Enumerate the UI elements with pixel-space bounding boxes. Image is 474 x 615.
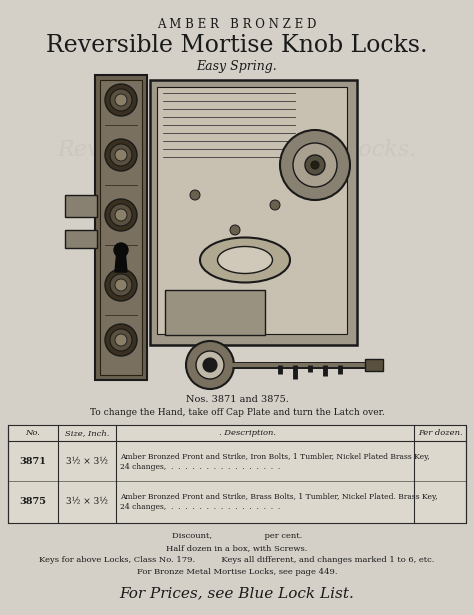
Bar <box>157 87 347 334</box>
Circle shape <box>110 89 132 111</box>
Circle shape <box>270 200 280 210</box>
Text: Easy Spring.: Easy Spring. <box>197 60 277 73</box>
Text: Per dozen.: Per dozen. <box>418 429 462 437</box>
Ellipse shape <box>200 237 290 282</box>
Polygon shape <box>115 250 127 272</box>
Text: Reversible Mortise Knob Locks.: Reversible Mortise Knob Locks. <box>57 139 417 161</box>
Bar <box>365 359 383 371</box>
Circle shape <box>293 143 337 187</box>
Bar <box>165 290 265 335</box>
Circle shape <box>115 149 127 161</box>
Text: Amber Bronzed Front and Strike, Iron Bolts, 1 Tumbler, Nickel Plated Brass Key,: Amber Bronzed Front and Strike, Iron Bol… <box>120 453 430 461</box>
Text: 3875: 3875 <box>19 496 46 506</box>
Circle shape <box>190 190 200 200</box>
Circle shape <box>196 351 224 379</box>
Text: For Prices, see Blue Lock List.: For Prices, see Blue Lock List. <box>119 586 355 600</box>
Bar <box>150 80 357 345</box>
Text: Discount,                    per cent.: Discount, per cent. <box>172 532 302 540</box>
Circle shape <box>115 209 127 221</box>
Text: A M B E R   B R O N Z E D: A M B E R B R O N Z E D <box>157 18 317 31</box>
Text: To change the Hand, take off Cap Plate and turn the Latch over.: To change the Hand, take off Cap Plate a… <box>90 408 384 417</box>
Circle shape <box>110 274 132 296</box>
Circle shape <box>110 144 132 166</box>
Circle shape <box>115 279 127 291</box>
Text: Half dozen in a box, with Screws.: Half dozen in a box, with Screws. <box>166 544 308 552</box>
Text: 3871: 3871 <box>19 456 46 466</box>
Circle shape <box>203 358 217 372</box>
Circle shape <box>105 139 137 171</box>
Circle shape <box>105 269 137 301</box>
Text: 3½ × 3½: 3½ × 3½ <box>66 496 108 506</box>
Bar <box>65 230 97 248</box>
Bar <box>8 425 466 523</box>
Bar <box>65 195 97 217</box>
Text: . Description.: . Description. <box>219 429 276 437</box>
Text: 24 changes,  .  .  .  .  .  .  .  .  .  .  .  .  .  .  .  .: 24 changes, . . . . . . . . . . . . . . … <box>120 463 280 471</box>
Text: Amber Bronzed Front and Strike, Brass Bolts, 1 Tumbler, Nickel Plated. Brass Key: Amber Bronzed Front and Strike, Brass Bo… <box>120 493 438 501</box>
Circle shape <box>115 334 127 346</box>
Circle shape <box>110 204 132 226</box>
Circle shape <box>186 341 234 389</box>
Text: For Bronze Metal Mortise Locks, see page 449.: For Bronze Metal Mortise Locks, see page… <box>137 568 337 576</box>
Circle shape <box>105 84 137 116</box>
Circle shape <box>114 243 128 257</box>
Text: 3½ × 3½: 3½ × 3½ <box>66 456 108 466</box>
Circle shape <box>110 329 132 351</box>
Text: Size, Inch.: Size, Inch. <box>65 429 109 437</box>
Circle shape <box>280 130 350 200</box>
Text: Reversible Mortise Knob Locks.: Reversible Mortise Knob Locks. <box>46 34 428 57</box>
Circle shape <box>105 199 137 231</box>
Text: Nos. 3871 and 3875.: Nos. 3871 and 3875. <box>185 395 289 404</box>
Circle shape <box>115 94 127 106</box>
Text: Keys for above Locks, Class No. 179.          Keys all different, and changes ma: Keys for above Locks, Class No. 179. Key… <box>39 556 435 564</box>
Text: 24 changes,  .  .  .  .  .  .  .  .  .  .  .  .  .  .  .  .: 24 changes, . . . . . . . . . . . . . . … <box>120 503 280 511</box>
Ellipse shape <box>218 247 273 274</box>
Bar <box>100 80 142 375</box>
Circle shape <box>305 155 325 175</box>
Circle shape <box>311 161 319 169</box>
Bar <box>95 75 147 380</box>
Circle shape <box>230 225 240 235</box>
Circle shape <box>105 324 137 356</box>
Text: No.: No. <box>26 429 40 437</box>
